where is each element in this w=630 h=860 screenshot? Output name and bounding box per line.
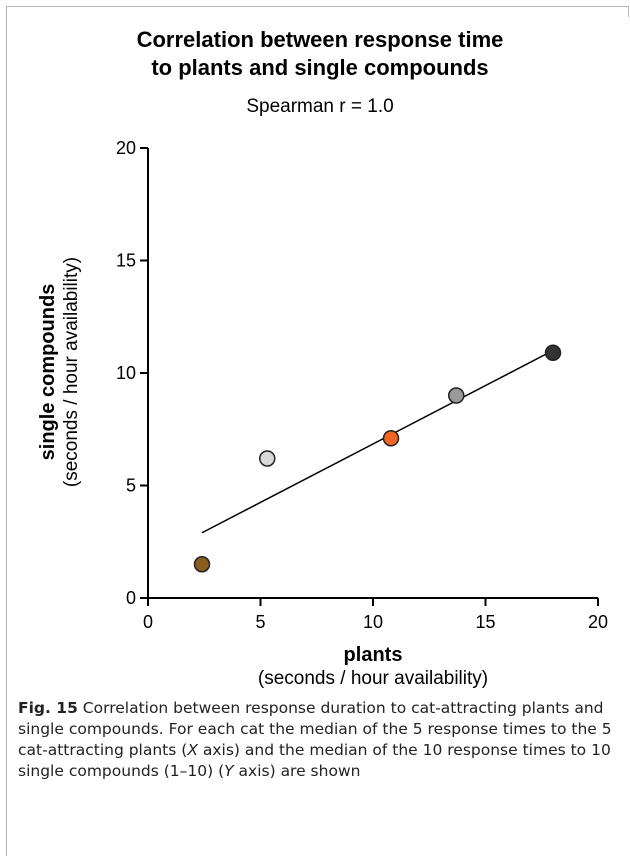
x-tick-label: 20 (588, 612, 608, 632)
data-point (193, 556, 211, 573)
figure-caption: Fig. 15 Correlation between response dur… (18, 699, 612, 780)
y-tick-label: 0 (126, 588, 136, 608)
figure-frame (6, 6, 629, 856)
data-point (259, 450, 276, 467)
y-tick-label: 20 (116, 138, 136, 158)
x-tick-label: 5 (255, 612, 265, 632)
chart-title: Correlation between response time to pla… (136, 27, 504, 80)
y-tick-label: 10 (116, 363, 136, 383)
y-tick-label: 15 (116, 251, 136, 271)
regression-line (201, 349, 554, 534)
data-point (382, 430, 400, 447)
chart-subtitle: Spearman r = 1.0 (246, 96, 394, 117)
data-point (544, 344, 562, 361)
y-tick-label: 5 (126, 476, 136, 496)
x-tick-label: 15 (475, 612, 495, 632)
x-tick-label: 0 (143, 612, 153, 632)
data-point (448, 387, 465, 404)
caption-label: Fig. 15 (18, 699, 78, 717)
scatter-plot: 0 5 10 15 20 0 5 10 15 20 (116, 138, 608, 632)
x-tick-label: 10 (363, 612, 383, 632)
